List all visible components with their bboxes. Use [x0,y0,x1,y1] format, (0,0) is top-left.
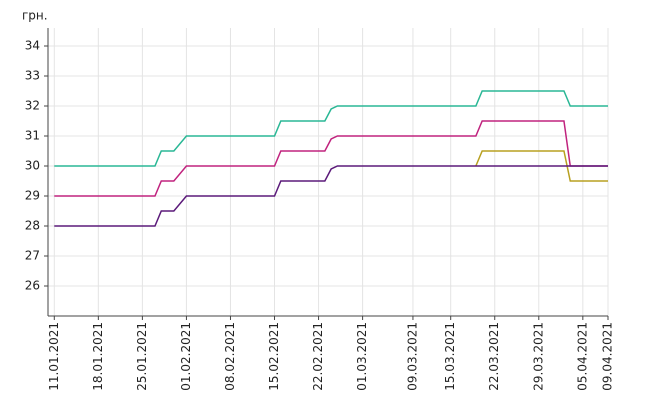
x-tick-label: 01.02.2021 [179,322,193,391]
y-tick-label: 26 [25,279,40,293]
x-tick-label: 09.04.2021 [601,322,615,391]
x-tick-label: 25.01.2021 [135,322,149,391]
x-tick-label: 11.01.2021 [47,322,61,391]
x-tick-label: 22.03.2021 [487,322,501,391]
x-tick-label: 29.03.2021 [531,322,545,391]
y-tick-label: 32 [25,99,40,113]
x-tick-label: 18.01.2021 [91,322,105,391]
x-tick-label: 08.02.2021 [223,322,237,391]
y-tick-label: 34 [25,39,40,53]
y-tick-label: 30 [25,159,40,173]
x-tick-label: 22.02.2021 [311,322,325,391]
series-line [54,165,608,227]
y-tick-label: 33 [25,69,40,83]
y-tick-label: 29 [25,189,40,203]
x-tick-label: 01.03.2021 [355,322,369,391]
y-tick-label: 27 [25,249,40,263]
series-line [54,90,608,167]
x-tick-label: 15.02.2021 [267,322,281,391]
y-tick-label: 31 [25,129,40,143]
series-line [475,150,608,182]
x-tick-label: 09.03.2021 [405,322,419,391]
x-tick-label: 05.04.2021 [575,322,589,391]
y-tick-label: 28 [25,219,40,233]
x-tick-label: 15.03.2021 [443,322,457,391]
series-line [54,120,608,197]
y-axis-label: грн. [22,9,48,23]
